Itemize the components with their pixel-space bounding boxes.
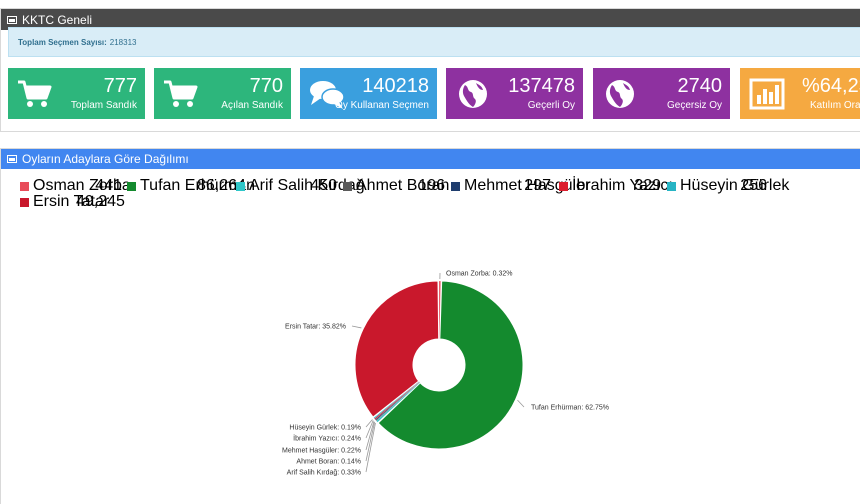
legend-name: Tufan Erhürman bbox=[140, 177, 256, 194]
legend-swatch bbox=[343, 181, 352, 191]
distribution-panel: Oyların Adaylara Göre Dağılımı bbox=[0, 148, 860, 504]
stat-tile-voted: 140218 Oy Kullanan Seçmen bbox=[300, 68, 437, 119]
legend-swatch bbox=[451, 181, 460, 191]
legend-item-ersin-tatar[interactable]: Ersin Tatar 49,245 bbox=[20, 193, 125, 210]
distribution-panel-title: Oyların Adaylara Göre Dağılımı bbox=[22, 152, 189, 166]
legend-value: 329 bbox=[634, 177, 661, 194]
stat-tile-total-boxes: 777 Toplam Sandık bbox=[8, 68, 145, 119]
stat-label: Açılan Sandık bbox=[221, 100, 283, 111]
legend-item-osman-zorba[interactable]: Osman Zorba 441 bbox=[20, 177, 131, 194]
legend-swatch bbox=[127, 181, 136, 191]
stat-tile-turnout: %64,23 Katılım Oranı bbox=[740, 68, 860, 119]
legend-value: 86,264 bbox=[197, 177, 246, 194]
legend-name: Osman Zorba bbox=[33, 177, 131, 194]
stat-tile-valid-votes: 137478 Geçerli Oy bbox=[446, 68, 583, 119]
stat-label: Oy Kullanan Seçmen bbox=[335, 100, 429, 111]
stat-label: Geçersiz Oy bbox=[666, 100, 722, 111]
legend-name: İbrahim Yazıcı bbox=[572, 177, 673, 194]
total-voters-label: Toplam Seçmen Sayısı: bbox=[18, 37, 107, 47]
legend-value: 49,245 bbox=[76, 193, 125, 210]
image-icon bbox=[7, 155, 17, 163]
stat-label: Geçerli Oy bbox=[527, 100, 575, 111]
legend-value: 196 bbox=[418, 177, 445, 194]
legend-swatch bbox=[667, 181, 676, 191]
legend-item-mehmet-hasguler[interactable]: Mehmet Hasgüler 297 bbox=[451, 177, 590, 194]
total-voters-value: 218313 bbox=[109, 37, 137, 47]
legend-swatch bbox=[20, 181, 29, 191]
stat-value: 140218 bbox=[362, 75, 429, 97]
legend-value: 256 bbox=[740, 177, 767, 194]
cart-icon bbox=[18, 80, 52, 107]
chat-bubbles-icon bbox=[310, 81, 345, 109]
distribution-panel-header: Oyların Adaylara Göre Dağılımı bbox=[1, 149, 860, 169]
legend-swatch bbox=[236, 181, 245, 191]
stat-label: Katılım Oranı bbox=[810, 100, 860, 111]
globe-icon bbox=[459, 80, 487, 108]
legend-item-tufan-erhurman[interactable]: Tufan Erhürman 86,264 bbox=[127, 177, 255, 194]
total-voters-bar: Toplam Seçmen Sayısı: 218313 bbox=[8, 27, 860, 57]
image-icon bbox=[7, 15, 17, 24]
legend-name: Ahmet Boran bbox=[356, 177, 450, 194]
cart-icon bbox=[164, 80, 198, 107]
legend-name: Arif Salih Kırdağ bbox=[249, 177, 365, 194]
legend-value: 450 bbox=[310, 177, 337, 194]
stat-value: 777 bbox=[103, 75, 137, 97]
stat-value: %64,23 bbox=[802, 75, 860, 97]
legend-value: 297 bbox=[524, 177, 551, 194]
legend-name: Hüseyin Gürlek bbox=[680, 177, 790, 194]
globe-icon bbox=[606, 80, 634, 108]
summary-panel-header: KKTC Geneli bbox=[1, 9, 860, 30]
legend-swatch bbox=[559, 181, 568, 191]
legend-swatch bbox=[20, 197, 29, 207]
legend-item-ahmet-boran[interactable]: Ahmet Boran 196 bbox=[343, 177, 449, 194]
legend-item-arif-salih-kirdag[interactable]: Arif Salih Kırdağ 450 bbox=[236, 177, 365, 194]
bar-chart-icon bbox=[749, 78, 785, 110]
stat-value: 2740 bbox=[677, 75, 723, 97]
stat-tile-invalid-votes: 2740 Geçersiz Oy bbox=[593, 68, 730, 119]
legend-item-huseyin-gurlek[interactable]: Hüseyin Gürlek 256 bbox=[667, 177, 789, 194]
stat-value: 770 bbox=[249, 75, 283, 97]
legend-name: Mehmet Hasgüler bbox=[464, 177, 591, 194]
summary-panel-title: KKTC Geneli bbox=[22, 12, 93, 27]
legend-name: Ersin Tatar bbox=[33, 193, 110, 210]
stat-tile-opened-boxes: 770 Açılan Sandık bbox=[154, 68, 291, 119]
legend-value: 441 bbox=[95, 177, 122, 194]
legend-item-ibrahim-yazici[interactable]: İbrahim Yazıcı 329 bbox=[559, 177, 673, 194]
stat-label: Toplam Sandık bbox=[70, 100, 137, 111]
stat-value: 137478 bbox=[508, 75, 575, 97]
